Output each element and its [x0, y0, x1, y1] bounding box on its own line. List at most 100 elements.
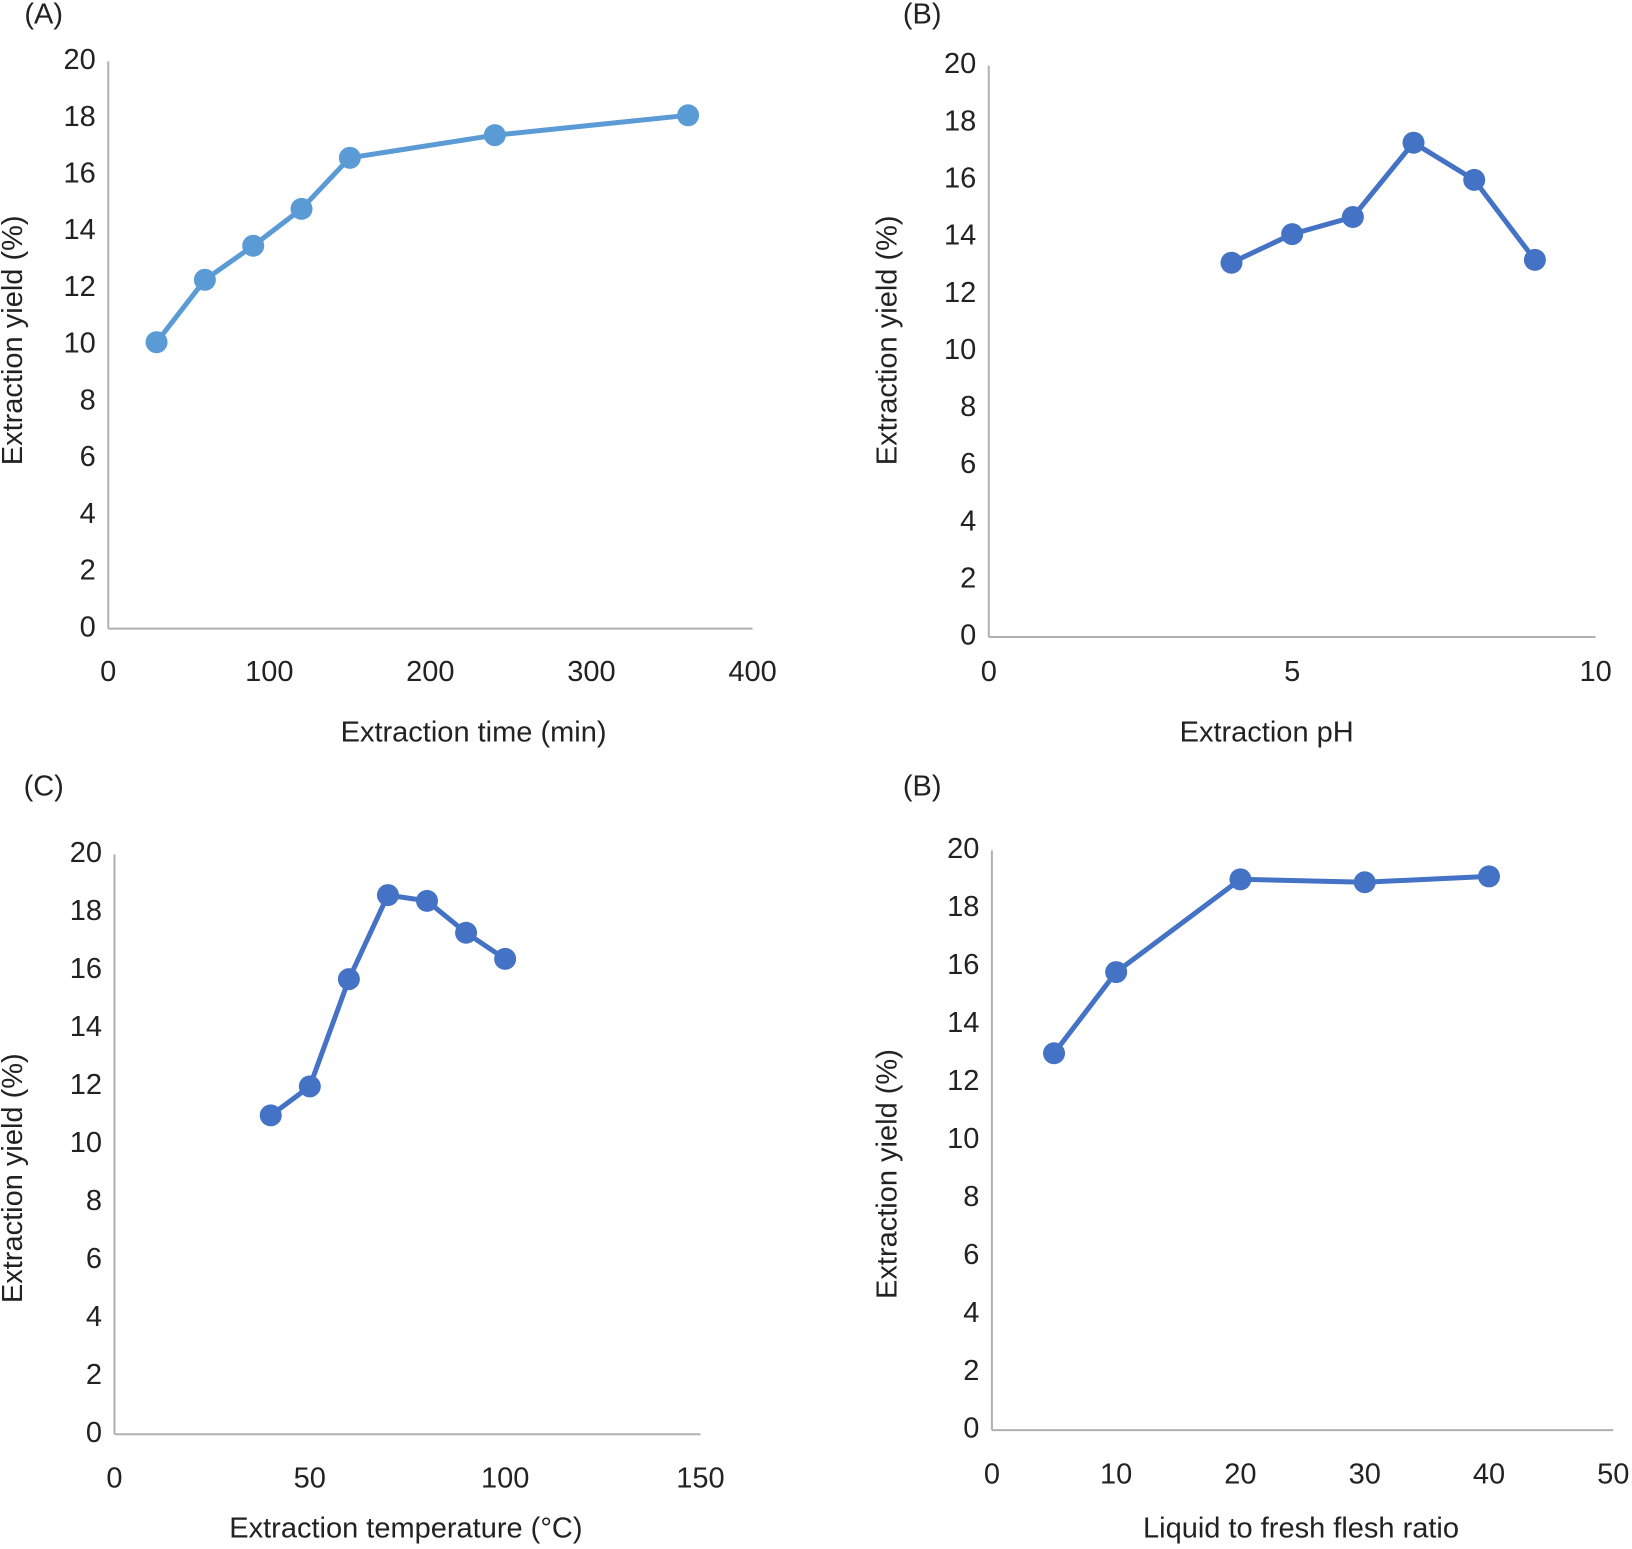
data-point — [242, 234, 265, 257]
data-point — [1105, 961, 1128, 984]
y-tick-label: 2 — [960, 562, 976, 594]
data-point — [259, 1104, 282, 1127]
data-line — [1230, 139, 1537, 265]
y-tick-label: 8 — [963, 1181, 979, 1213]
y-axis-label: Extraction yield (%) — [0, 1053, 29, 1303]
y-tick-label: 4 — [963, 1297, 979, 1329]
y-tick-label: 2 — [80, 555, 96, 587]
y-tick-label: 8 — [86, 1185, 102, 1217]
y-tick-label: 10 — [944, 334, 976, 366]
data-point — [376, 884, 399, 907]
data-point — [1477, 865, 1500, 888]
x-tick-label: 300 — [567, 656, 615, 688]
y-tick-label: 18 — [63, 101, 95, 133]
y-tick-label: 16 — [947, 949, 979, 981]
data-point — [1402, 131, 1425, 154]
y-tick-label: 12 — [70, 1069, 102, 1101]
y-tick-label: 6 — [86, 1243, 102, 1275]
y-tick-label: 0 — [86, 1417, 102, 1449]
y-tick-label: 16 — [944, 163, 976, 195]
data-point — [1043, 1042, 1066, 1065]
y-tick-label: 18 — [944, 105, 976, 137]
y-axis-label: Extraction yield (%) — [0, 215, 29, 465]
data-point — [1341, 205, 1364, 228]
data-point — [145, 331, 168, 354]
panel-label: (B) — [903, 0, 942, 30]
data-point — [1229, 868, 1252, 891]
x-axis-label: Extraction temperature (°C) — [229, 1513, 582, 1545]
y-axis-label: Extraction yield (%) — [871, 1049, 903, 1299]
y-axis-label: Extraction yield (%) — [871, 215, 903, 465]
y-tick-label: 8 — [960, 391, 976, 423]
data-point — [455, 921, 478, 944]
y-tick-label: 12 — [63, 271, 95, 303]
y-tick-label: 2 — [86, 1359, 102, 1391]
panel-label: (C) — [24, 771, 64, 803]
x-tick-label: 400 — [728, 656, 776, 688]
data-line — [154, 112, 689, 344]
y-tick-label: 14 — [70, 1011, 102, 1043]
y-tick-label: 6 — [960, 448, 976, 480]
data-point — [337, 968, 360, 991]
y-tick-label: 12 — [944, 277, 976, 309]
y-tick-label: 8 — [80, 384, 96, 416]
x-tick-label: 100 — [245, 656, 293, 688]
panel-label: (A) — [24, 0, 63, 30]
y-tick-label: 20 — [63, 44, 95, 76]
y-tick-label: 2 — [963, 1355, 979, 1387]
x-axis-label: Liquid to fresh flesh ratio — [1143, 1513, 1459, 1545]
x-tick-label: 30 — [1349, 1459, 1381, 1491]
y-tick-label: 10 — [70, 1127, 102, 1159]
data-point — [494, 947, 517, 970]
x-tick-label: 200 — [406, 656, 454, 688]
data-point — [338, 146, 361, 169]
data-point — [290, 197, 313, 220]
y-tick-label: 16 — [70, 953, 102, 985]
data-point — [193, 268, 216, 291]
x-tick-label: 50 — [1597, 1459, 1629, 1491]
data-point — [416, 889, 439, 912]
x-tick-label: 0 — [984, 1459, 1000, 1491]
data-point — [483, 124, 506, 147]
y-tick-label: 20 — [944, 48, 976, 80]
y-tick-label: 20 — [70, 837, 102, 869]
x-tick-label: 10 — [1579, 656, 1611, 688]
y-tick-label: 4 — [86, 1301, 102, 1333]
x-tick-label: 50 — [294, 1463, 326, 1495]
data-point — [298, 1075, 321, 1098]
x-tick-label: 100 — [481, 1463, 529, 1495]
x-tick-label: 0 — [981, 656, 997, 688]
y-tick-label: 0 — [960, 620, 976, 652]
x-tick-label: 0 — [100, 656, 116, 688]
x-tick-label: 150 — [676, 1463, 724, 1495]
y-tick-label: 10 — [63, 328, 95, 360]
panel-label: (B) — [903, 771, 942, 803]
y-tick-label: 0 — [80, 611, 96, 643]
y-tick-label: 0 — [963, 1413, 979, 1445]
y-tick-label: 4 — [960, 505, 976, 537]
y-tick-label: 14 — [947, 1007, 979, 1039]
x-tick-label: 5 — [1284, 656, 1300, 688]
y-tick-label: 10 — [947, 1123, 979, 1155]
y-tick-label: 6 — [963, 1239, 979, 1271]
y-tick-label: 18 — [947, 891, 979, 923]
y-tick-label: 14 — [63, 214, 95, 246]
x-tick-label: 10 — [1100, 1459, 1132, 1491]
y-tick-label: 20 — [947, 833, 979, 865]
y-tick-label: 4 — [80, 498, 96, 530]
data-point — [677, 104, 700, 127]
x-axis-label: Extraction time (min) — [341, 716, 607, 748]
data-point — [1353, 871, 1376, 894]
data-point — [1463, 168, 1486, 191]
x-tick-label: 20 — [1224, 1459, 1256, 1491]
x-axis-label: Extraction pH — [1180, 716, 1354, 748]
y-tick-label: 18 — [70, 895, 102, 927]
data-point — [1220, 251, 1243, 274]
y-tick-label: 14 — [944, 220, 976, 252]
y-tick-label: 16 — [63, 158, 95, 190]
x-tick-label: 40 — [1473, 1459, 1505, 1491]
data-point — [1281, 223, 1304, 246]
data-point — [1523, 248, 1546, 271]
y-tick-label: 12 — [947, 1065, 979, 1097]
